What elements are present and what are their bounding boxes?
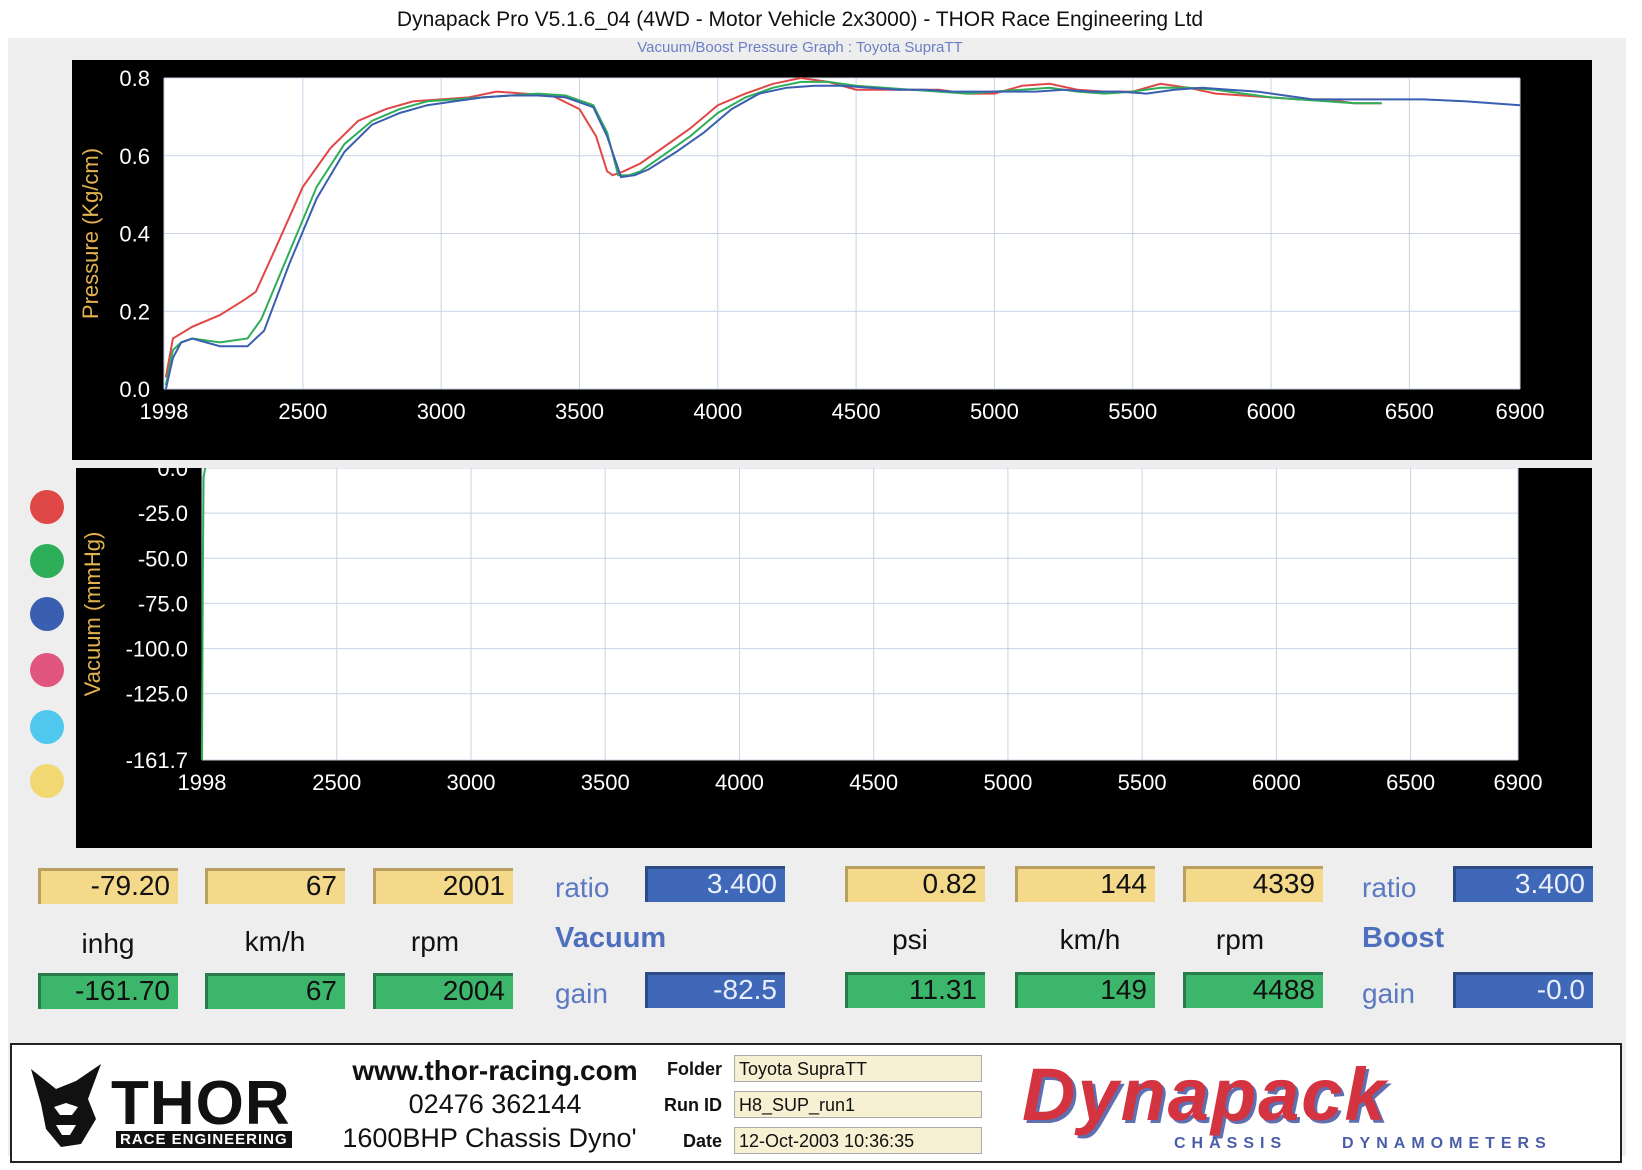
boost-gain-label: gain (1362, 978, 1415, 1009)
report-footer: THOR RACE ENGINEERING www.thor-racing.co… (10, 1043, 1622, 1163)
series-line-1 (164, 80, 1382, 386)
pressure-chart-panel: 1998 2500 3000 3500 4000 4500 5000 5500 6000 6500… (72, 60, 1592, 460)
vacuum-ratio-value: 3.400 (645, 866, 785, 902)
x-tick-label: 5000 (983, 770, 1032, 795)
y-tick-label: 0.4 (119, 222, 150, 247)
series-line-2 (164, 84, 1521, 390)
x-tick-label: 2500 (278, 399, 327, 424)
y-tick-label: 0.2 (119, 299, 150, 324)
plot-area (202, 468, 1518, 760)
boost-speed-top: 144 (1015, 866, 1155, 902)
boost-section-label: Boost (1362, 922, 1445, 954)
thor-logo: THOR RACE ENGINEERING (16, 1051, 316, 1151)
x-tick-label: 6500 (1386, 770, 1435, 795)
x-tick-label: 4500 (849, 770, 898, 795)
y-tick-label: 0.6 (119, 144, 150, 169)
boost-unit-speed: km/h (1059, 924, 1121, 955)
dyno-tagline: 1600BHP Chassis Dyno' (342, 1123, 637, 1153)
boost-unit-pressure: psi (892, 924, 928, 955)
x-tick-label: 5500 (1118, 770, 1167, 795)
vacuum-unit-pressure: inhg (81, 928, 135, 959)
x-tick-label: 2500 (312, 770, 361, 795)
vacuum-ratio-label: ratio (555, 872, 610, 903)
x-tick-label: 3500 (555, 399, 604, 424)
run-dot-pink[interactable] (30, 653, 64, 687)
y-axis-label: Pressure (Kg/cm) (78, 148, 103, 319)
thor-helmet-icon (31, 1064, 101, 1147)
boost-unit-rpm: rpm (1215, 924, 1265, 955)
vacuum-section-label: Vacuum (555, 922, 667, 954)
vacuum-speed-top: 67 (205, 868, 345, 904)
x-tick-label: 5500 (1108, 399, 1157, 424)
dynapack-logo: Dynapack CHASSIS DYNAMOMETERS (1022, 1055, 1562, 1155)
x-tick-label: 4000 (693, 399, 742, 424)
graph-subtitle: Vacuum/Boost Pressure Graph : Toyota Sup… (637, 39, 963, 56)
y-tick-label: -75.0 (138, 591, 188, 616)
boost-ratio-value: 3.400 (1453, 866, 1593, 902)
folder-label: Folder (666, 1059, 722, 1079)
x-tick-label: 1998 (140, 399, 189, 424)
y-tick-label: -161.7 (126, 748, 188, 773)
x-tick-label: 3500 (581, 770, 630, 795)
vacuum-pressure-top: -79.20 (38, 868, 178, 904)
y-tick-label: 0.0 (157, 468, 188, 481)
website-link[interactable]: www.thor-racing.com (352, 1055, 638, 1086)
vacuum-chart-panel: 1998 2500 3000 3500 4000 4500 5000 5500 6000 6500… (76, 468, 1592, 848)
vacuum-gain-value: -82.5 (645, 972, 785, 1008)
boost-pressure-top: 0.82 (845, 866, 985, 902)
phone-number: 02476 362144 (408, 1089, 582, 1119)
dynapack-sub-chassis: CHASSIS (1174, 1135, 1288, 1152)
folder-field[interactable]: Toyota SupraTT (734, 1055, 982, 1082)
x-tick-label: 3000 (417, 399, 466, 424)
boost-rpm-bottom: 4488 (1183, 972, 1323, 1008)
run-dot-cyan[interactable] (30, 710, 64, 744)
x-tick-label: 6900 (1496, 399, 1545, 424)
y-tick-label: -100.0 (126, 637, 188, 662)
y-axis-label: Vacuum (mmHg) (80, 532, 105, 697)
x-tick-label: 6000 (1247, 399, 1296, 424)
thor-subtitle: RACE ENGINEERING (116, 1131, 292, 1148)
run-dot-blue[interactable] (30, 597, 64, 631)
run-dot-yellow[interactable] (30, 764, 64, 798)
report-title: Dynapack Pro V5.1.6_04 (4WD - Motor Vehi… (396, 8, 1204, 31)
boost-pressure-bottom: 11.31 (845, 972, 985, 1008)
runid-label: Run ID (664, 1095, 722, 1115)
vacuum-chart: 1998 2500 3000 3500 4000 4500 5000 5500 6000 6500… (80, 468, 1543, 795)
x-tick-label: 4000 (715, 770, 764, 795)
series-line-0 (164, 76, 1382, 378)
vacuum-unit-speed: km/h (244, 926, 306, 957)
x-tick-label: 5000 (970, 399, 1019, 424)
run-dot-red[interactable] (30, 490, 64, 524)
boost-speed-bottom: 149 (1015, 972, 1155, 1008)
dynapack-sub-dynamometers: DYNAMOMETERS (1342, 1135, 1552, 1152)
x-tick-label: 6000 (1252, 770, 1301, 795)
vacuum-unit-rpm: rpm (410, 926, 460, 957)
vacuum-rpm-bottom: 2004 (373, 973, 513, 1009)
vacuum-speed-bottom: 67 (205, 973, 345, 1009)
vacuum-gain-label: gain (555, 978, 608, 1009)
boost-ratio-label: ratio (1362, 872, 1417, 903)
y-tick-label: 0.0 (119, 377, 150, 402)
y-tick-label: 0.8 (119, 66, 150, 91)
x-tick-label: 4500 (832, 399, 881, 424)
pressure-chart: 1998 2500 3000 3500 4000 4500 5000 5500 6000 6500… (78, 66, 1545, 424)
y-tick-label: -50.0 (138, 546, 188, 571)
x-tick-label: 6900 (1494, 770, 1543, 795)
runid-field[interactable]: H8_SUP_run1 (734, 1091, 982, 1118)
date-field[interactable]: 12-Oct-2003 10:36:35 (734, 1127, 982, 1154)
vacuum-pressure-bottom: -161.70 (38, 973, 178, 1009)
y-tick-label: -25.0 (138, 501, 188, 526)
series-line-0 (201, 468, 207, 761)
vacuum-rpm-top: 2001 (373, 868, 513, 904)
boost-rpm-top: 4339 (1183, 866, 1323, 902)
dynapack-wordmark: Dynapack (1022, 1053, 1388, 1136)
run-dot-green[interactable] (30, 544, 64, 578)
date-label: Date (682, 1131, 722, 1151)
x-tick-label: 1998 (178, 770, 227, 795)
y-tick-label: -125.0 (126, 682, 188, 707)
x-tick-label: 3000 (447, 770, 496, 795)
boost-gain-value: -0.0 (1453, 972, 1593, 1008)
thor-wordmark: THOR (111, 1069, 291, 1138)
x-tick-label: 6500 (1385, 399, 1434, 424)
